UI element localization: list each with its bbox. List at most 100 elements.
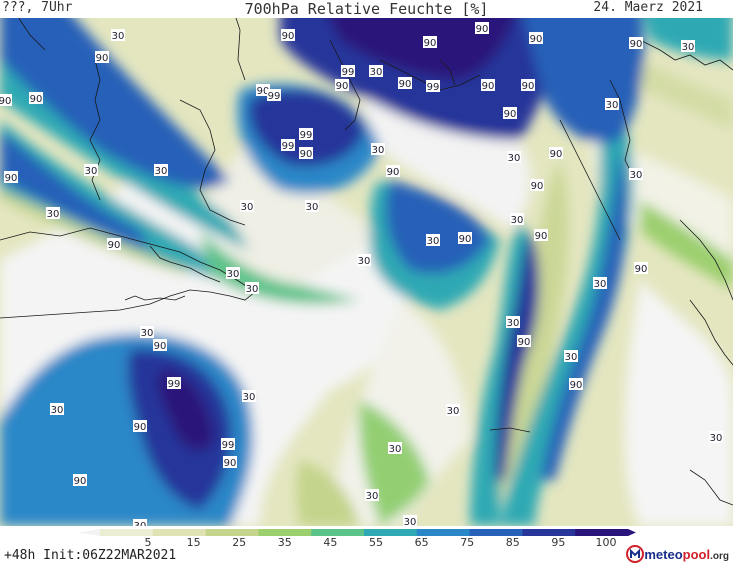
contour-label: 99 bbox=[426, 80, 440, 93]
scale-tick-label: 65 bbox=[415, 536, 429, 548]
contour-label: 30 bbox=[133, 519, 147, 526]
contour-label-text: 30 bbox=[507, 318, 520, 329]
contour-label: 30 bbox=[506, 316, 520, 329]
scale-tick-label: 85 bbox=[506, 536, 520, 548]
scale-tick-label: 45 bbox=[323, 536, 337, 548]
contour-label-text: 30 bbox=[241, 202, 254, 213]
scale-tick-label: 15 bbox=[187, 536, 201, 548]
contour-label: 90 bbox=[223, 456, 237, 469]
contour-label-text: 90 bbox=[518, 337, 531, 348]
contour-label-text: 90 bbox=[300, 149, 313, 160]
contour-label-text: 90 bbox=[399, 79, 412, 90]
contour-label-text: 99 bbox=[342, 67, 355, 78]
scale-swatch bbox=[100, 529, 154, 536]
contour-label: 99 bbox=[167, 377, 181, 390]
logo-brand: meteo bbox=[644, 546, 683, 562]
contour-label: 90 bbox=[256, 84, 270, 97]
contour-label-text: 90 bbox=[224, 458, 237, 469]
contour-label-text: 30 bbox=[427, 236, 440, 247]
contour-label-text: 90 bbox=[30, 94, 43, 105]
scale-swatch bbox=[205, 529, 259, 536]
contour-label: 30 bbox=[709, 431, 723, 444]
contour-label-text: 30 bbox=[227, 269, 240, 280]
contour-label: 30 bbox=[507, 151, 521, 164]
contour-label: 30 bbox=[371, 143, 385, 156]
contour-label: 30 bbox=[629, 168, 643, 181]
scale-min-arrow bbox=[78, 529, 100, 536]
contour-label-text: 30 bbox=[372, 145, 385, 156]
header: ???, 7Uhr 700hPa Relative Feuchte [%] 24… bbox=[0, 0, 733, 18]
contour-label: 90 bbox=[521, 79, 535, 92]
contour-label: 99 bbox=[281, 139, 295, 152]
contour-label-text: 90 bbox=[535, 231, 548, 242]
contour-label-text: 90 bbox=[476, 24, 489, 35]
scale-tick-label: 35 bbox=[278, 536, 292, 548]
contour-label: 30 bbox=[111, 29, 125, 42]
contour-label-text: 30 bbox=[243, 392, 256, 403]
contour-label-text: 30 bbox=[389, 444, 402, 455]
humidity-map: 30 90 90 90 90 90 90 30 99 90 30 90 99 90 90 90 90 90 99 30… bbox=[0, 18, 733, 526]
contour-label: 90 bbox=[281, 29, 295, 42]
contour-label-text: 90 bbox=[482, 81, 495, 92]
contour-label: 90 bbox=[153, 339, 167, 352]
contour-label-text: 30 bbox=[508, 153, 521, 164]
scale-tick-label: 55 bbox=[369, 536, 383, 548]
contour-label: 30 bbox=[365, 489, 379, 502]
contour-label-text: 30 bbox=[85, 166, 98, 177]
contour-label: 90 bbox=[549, 147, 563, 160]
contour-label: 90 bbox=[73, 474, 87, 487]
scale-swatch bbox=[416, 529, 471, 536]
contour-label-text: 30 bbox=[366, 491, 379, 502]
contour-label-text: 30 bbox=[47, 209, 60, 220]
scale-tick-label: 75 bbox=[460, 536, 474, 548]
contour-label-text: 90 bbox=[522, 81, 535, 92]
contour-label: 30 bbox=[84, 164, 98, 177]
contour-label-text: 30 bbox=[710, 433, 723, 444]
contour-label: 90 bbox=[517, 335, 531, 348]
contour-label-text: 30 bbox=[606, 100, 619, 111]
contour-label: 30 bbox=[593, 277, 607, 290]
contour-label-text: 90 bbox=[630, 39, 643, 50]
contour-label-text: 30 bbox=[141, 328, 154, 339]
scale-swatch bbox=[469, 529, 523, 536]
contour-label: 30 bbox=[46, 207, 60, 220]
contour-label-text: 90 bbox=[5, 173, 18, 184]
contour-label: 30 bbox=[403, 515, 417, 526]
contour-label: 30 bbox=[605, 98, 619, 111]
contour-label: 90 bbox=[335, 79, 349, 92]
logo-icon bbox=[626, 545, 645, 563]
contour-label: 90 bbox=[481, 79, 495, 92]
contour-label-text: 90 bbox=[134, 422, 147, 433]
scale-max-arrow bbox=[628, 529, 636, 536]
contour-label: 90 bbox=[458, 232, 472, 245]
contour-label-text: 99 bbox=[300, 130, 313, 141]
contour-label-text: 90 bbox=[550, 149, 563, 160]
contour-label-text: 90 bbox=[459, 234, 472, 245]
contour-label: 90 bbox=[398, 77, 412, 90]
footer: 5 15 25 35 45 55 65 75 85 95 100 +48h Init:06Z22MA… bbox=[0, 526, 733, 566]
contour-label-text: 30 bbox=[112, 31, 125, 42]
contour-label: 90 bbox=[423, 36, 437, 49]
contour-label: 99 bbox=[221, 438, 235, 451]
contour-label-text: 30 bbox=[682, 42, 695, 53]
contour-label: 90 bbox=[133, 420, 147, 433]
contour-label: 90 bbox=[95, 51, 109, 64]
humidity-field bbox=[0, 18, 733, 526]
contour-label: 90 bbox=[29, 92, 43, 105]
model-run-info: +48h Init:06Z22MAR2021 bbox=[4, 548, 177, 563]
scale-tick-label: 5 bbox=[145, 536, 152, 548]
contour-label: 30 bbox=[305, 200, 319, 213]
contour-label-text: 30 bbox=[511, 215, 524, 226]
scale-swatch bbox=[258, 529, 312, 536]
contour-label: 90 bbox=[529, 32, 543, 45]
color-scale: 5 15 25 35 45 55 65 75 85 95 100 bbox=[78, 529, 636, 548]
contour-label: 30 bbox=[426, 234, 440, 247]
contour-label: 90 bbox=[530, 179, 544, 192]
contour-label: 90 bbox=[534, 229, 548, 242]
contour-label: 30 bbox=[510, 213, 524, 226]
logo-tld: .org bbox=[710, 550, 729, 562]
contour-label: 90 bbox=[475, 22, 489, 35]
contour-label-text: 90 bbox=[387, 167, 400, 178]
contour-label-text: 30 bbox=[358, 256, 371, 267]
